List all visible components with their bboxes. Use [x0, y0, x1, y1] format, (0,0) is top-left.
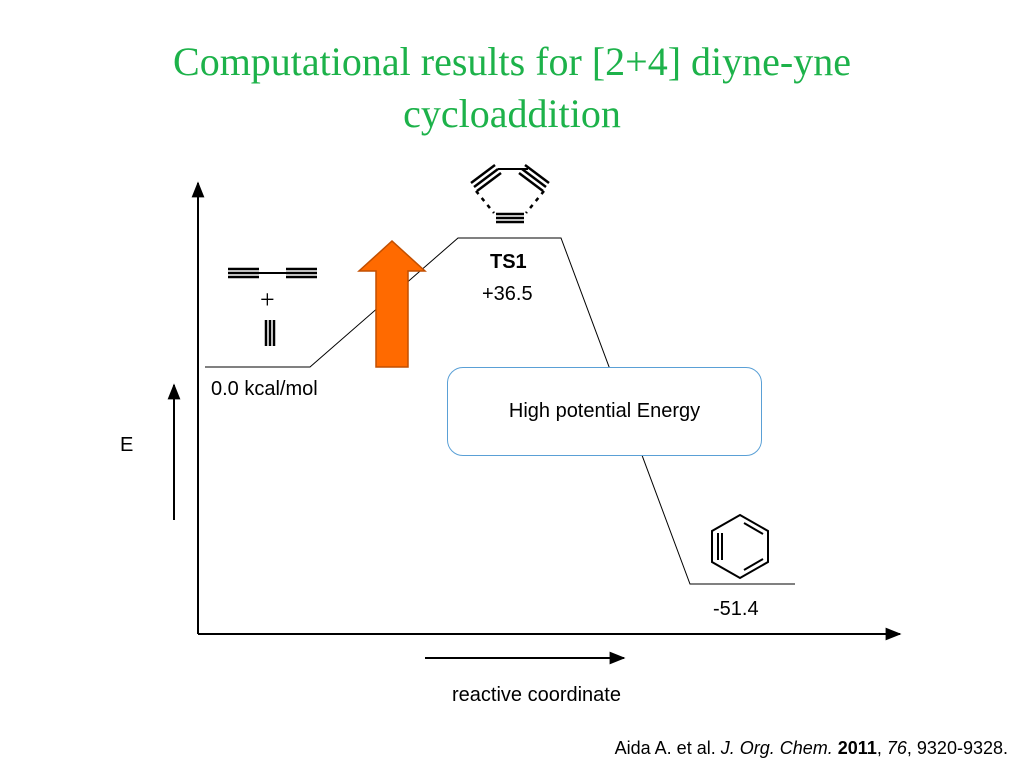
energy-profile-line — [205, 237, 795, 585]
citation-journal: J. Org. Chem. — [720, 738, 833, 758]
citation: Aida A. et al. J. Org. Chem. 2011, 76, 9… — [614, 738, 1008, 758]
title-line-1: Computational results for [2+4] diyne-yn… — [173, 39, 851, 84]
title-line-2: cycloaddition — [403, 91, 621, 136]
transition-state-structure-icon — [470, 164, 550, 224]
orange-up-arrow — [357, 239, 427, 368]
benzyne-molecule-icon — [711, 513, 769, 580]
energy-axis-label: E — [120, 434, 134, 456]
citation-authors: Aida A. et al. — [614, 738, 716, 758]
ts-energy-label: +36.5 — [482, 283, 533, 305]
high-energy-callout: High potential Energy — [447, 367, 762, 456]
citation-pages: 9320-9328. — [916, 738, 1008, 758]
product-energy-label: -51.4 — [713, 598, 759, 620]
ts-name-label: TS1 — [490, 251, 527, 273]
callout-text: High potential Energy — [508, 400, 701, 422]
diyne-molecule-icon — [228, 267, 317, 279]
alkyne-molecule-icon — [264, 320, 276, 346]
slide-title: Computational results for [2+4] diyne-yn… — [0, 36, 1024, 140]
citation-year: 2011 — [837, 738, 877, 758]
x-axis-label: reactive coordinate — [452, 684, 621, 706]
reactant-plus-sign: + — [260, 285, 275, 314]
reactant-energy-label: 0.0 kcal/mol — [211, 378, 318, 400]
citation-volume: 76 — [886, 738, 907, 758]
